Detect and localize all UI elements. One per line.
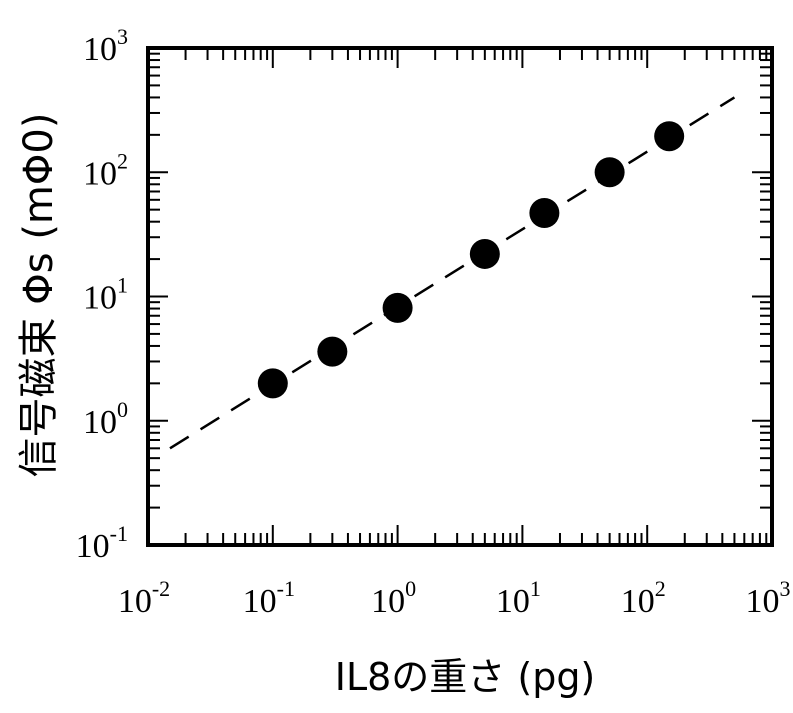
data-point [258, 368, 288, 398]
y-tick-label: 100 [83, 397, 128, 441]
data-point [317, 337, 347, 367]
y-axis-label: 信号磁束 Φs (mΦ0) [16, 113, 62, 478]
plot-frame [148, 48, 772, 545]
x-tick-label: 10-2 [118, 576, 170, 620]
x-tick-label: 102 [621, 576, 666, 620]
x-tick-label: 103 [746, 576, 791, 620]
y-tick-label: 103 [83, 24, 128, 68]
x-tick-label: 10-1 [243, 576, 295, 620]
x-tick-label: 101 [496, 576, 541, 620]
x-tick-label: 100 [371, 576, 416, 620]
data-point [595, 157, 625, 187]
y-tick-label: 101 [83, 273, 128, 317]
fit-line [170, 97, 734, 448]
data-point [470, 239, 500, 269]
data-point [654, 121, 684, 151]
y-tick-label: 102 [83, 148, 128, 192]
y-tick-label: 10-1 [76, 521, 128, 565]
minor-ticks [148, 48, 772, 545]
x-axis-label: IL8の重さ (pg) [335, 655, 596, 699]
data-point [529, 198, 559, 228]
data-point [383, 293, 413, 323]
